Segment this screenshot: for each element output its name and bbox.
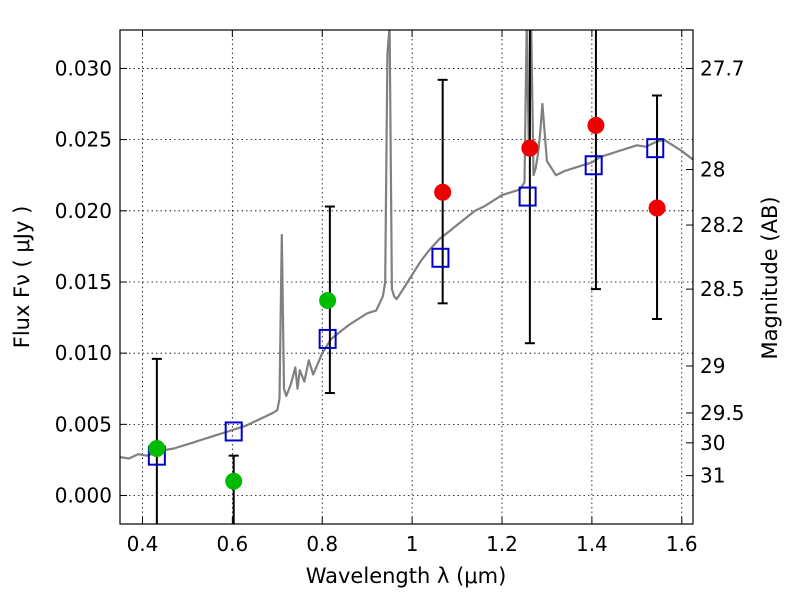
- right-tick-label: 27.7: [700, 56, 745, 80]
- x-tick-label: 1.4: [576, 532, 608, 556]
- right-tick-label: 28.5: [700, 277, 745, 301]
- tick-labels-layer: 0.4 0.6 0.8 1 1.2 1.4 1.6 0.000 0.005 0.010 0.015 0…: [55, 56, 745, 556]
- model-sed-line: [120, 30, 693, 460]
- model-sed-layer: [120, 30, 693, 460]
- detection-point: [225, 472, 243, 490]
- x-tick-label: 1: [406, 532, 419, 556]
- right-tick-label: 30: [700, 431, 725, 455]
- ticks-layer: [120, 30, 693, 524]
- photometry-point: [587, 116, 605, 134]
- markers-layer: [147, 116, 666, 490]
- y-tick-label: 0.030: [55, 56, 112, 80]
- right-tick-label: 28.2: [700, 213, 745, 237]
- model-photometry-square: [318, 328, 337, 349]
- x-tick-label: 1.2: [486, 532, 518, 556]
- right-tick-label: 29.5: [700, 401, 745, 425]
- model-photometry-square: [431, 247, 450, 268]
- grid-lines: [120, 30, 693, 524]
- y-axis-label: Flux Fν ( μJy ): [10, 206, 34, 349]
- error-bars-layer: [151, 30, 663, 524]
- x-tick-label: 1.6: [666, 532, 698, 556]
- detection-point: [319, 291, 337, 309]
- right-tick-label: 29: [700, 354, 725, 378]
- model-photometry-square: [584, 155, 603, 176]
- model-photometry-square: [224, 421, 243, 442]
- photometry-point: [434, 183, 452, 201]
- y-tick-label: 0.000: [55, 484, 112, 508]
- y-tick-label: 0.010: [55, 341, 112, 365]
- right-axis-label: Magnitude (AB): [758, 196, 782, 359]
- x-axis-label: Wavelength λ (μm): [306, 564, 507, 588]
- model-photometry-square: [518, 186, 537, 207]
- right-tick-label: 28: [700, 158, 725, 182]
- y-tick-label: 0.015: [55, 270, 112, 294]
- photometry-point: [521, 139, 539, 157]
- x-tick-label: 0.6: [216, 532, 248, 556]
- y-tick-label: 0.005: [55, 412, 112, 436]
- photometry-point: [648, 199, 666, 217]
- x-tick-label: 0.8: [306, 532, 338, 556]
- detection-point: [148, 440, 166, 458]
- x-tick-label: 0.4: [127, 532, 159, 556]
- model-photometry-square: [646, 138, 665, 159]
- right-tick-label: 31: [700, 464, 725, 488]
- y-tick-label: 0.025: [55, 128, 112, 152]
- plot-frame: [119, 29, 694, 525]
- y-tick-label: 0.020: [55, 199, 112, 223]
